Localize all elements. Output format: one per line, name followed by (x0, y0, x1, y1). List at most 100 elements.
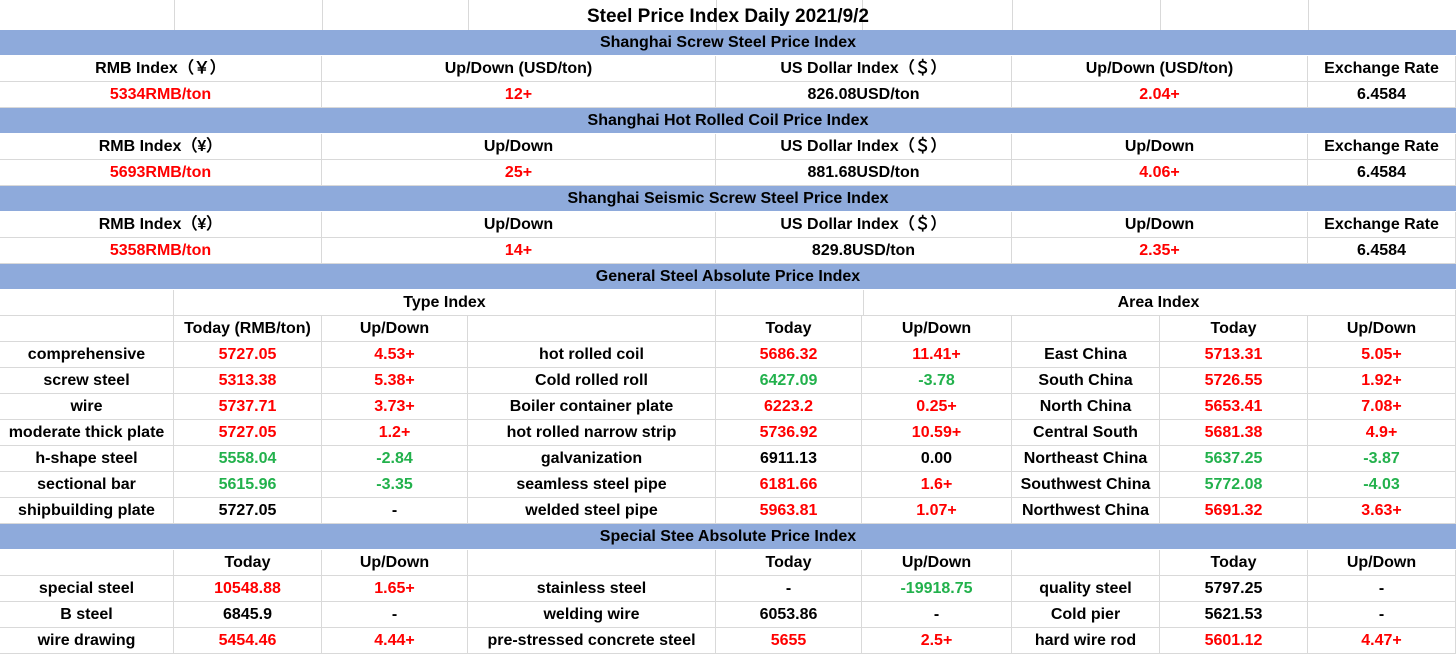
up-down-usd-header: Up/Down (1012, 212, 1308, 238)
today-value: 6845.9 (174, 602, 322, 628)
item-name: Boiler container plate (468, 394, 716, 420)
area-name: hard wire rod (1012, 628, 1160, 654)
rmb-index-header: RMB Index（￥） (0, 56, 322, 82)
up-down-value: - (862, 602, 1012, 628)
grid-line (174, 0, 175, 30)
area-index-label: Area Index (862, 290, 1456, 316)
usd-index-header: US Dollar Index（＄） (716, 212, 1012, 238)
up-down-value: -3.87 (1308, 446, 1456, 472)
type-index-label: Type Index (174, 290, 716, 316)
up-down-rmb-header: Up/Down (322, 212, 716, 238)
up-down-value: 2.5+ (862, 628, 1012, 654)
up-down-value: -3.35 (322, 472, 468, 498)
exchange-rate-header: Exchange Rate (1308, 56, 1456, 82)
column-header: Today (RMB/ton) (174, 316, 322, 342)
item-name: galvanization (468, 446, 716, 472)
table-row: special steel 10548.88 1.65+ stainless stee… (0, 576, 1456, 602)
column-header: Up/Down (1308, 316, 1456, 342)
up-down-value: 4.53+ (322, 342, 468, 368)
table-row: comprehensive 5727.05 4.53+ hot rolled coil… (0, 342, 1456, 368)
today-value: 5736.92 (716, 420, 862, 446)
section-title: Shanghai Seismic Screw Steel Price Index (0, 186, 1456, 212)
item-name: stainless steel (468, 576, 716, 602)
column-header: Up/Down (322, 550, 468, 576)
column-header: Up/Down (1308, 550, 1456, 576)
today-value: 5655 (716, 628, 862, 654)
today-value: 6911.13 (716, 446, 862, 472)
today-value: 6181.66 (716, 472, 862, 498)
exchange-rate-value: 6.4584 (1308, 82, 1456, 108)
sheet-title: Steel Price Index Daily 2021/9/2 (586, 6, 869, 27)
today-value: 5653.41 (1160, 394, 1308, 420)
item-name: hot rolled narrow strip (468, 420, 716, 446)
up-down-value: 1.2+ (322, 420, 468, 446)
today-value: 6053.86 (716, 602, 862, 628)
up-down-value: -19918.75 (862, 576, 1012, 602)
up-down-value: - (322, 498, 468, 524)
usd-index-value: 881.68USD/ton (716, 160, 1012, 186)
area-name: East China (1012, 342, 1160, 368)
item-name: pre-stressed concrete steel (468, 628, 716, 654)
today-value: 6223.2 (716, 394, 862, 420)
usd-index-value: 829.8USD/ton (716, 238, 1012, 264)
grid-line (1160, 0, 1161, 30)
grid-line (1012, 0, 1013, 30)
item-name: h-shape steel (0, 446, 174, 472)
column-header (1012, 316, 1160, 342)
up-down-value: 11.41+ (862, 342, 1012, 368)
table-row: wire 5737.71 3.73+ Boiler container plate 62… (0, 394, 1456, 420)
table-row: B steel 6845.9- welding wire 6053.86- Cold p… (0, 602, 1456, 628)
item-name: welding wire (468, 602, 716, 628)
grid-line (322, 0, 323, 30)
today-value: 5797.25 (1160, 576, 1308, 602)
today-value: 5615.96 (174, 472, 322, 498)
exchange-rate-value: 6.4584 (1308, 238, 1456, 264)
column-header: Today (1160, 550, 1308, 576)
up-down-rmb-value: 14+ (322, 238, 716, 264)
column-header: Up/Down (322, 316, 468, 342)
exchange-rate-value: 6.4584 (1308, 160, 1456, 186)
area-name: North China (1012, 394, 1160, 420)
item-name: wire (0, 394, 174, 420)
section-header-row: RMB Index（￥） Up/Down (USD/ton) US Dollar I… (0, 56, 1456, 82)
area-name: Southwest China (1012, 472, 1160, 498)
up-down-value: 0.25+ (862, 394, 1012, 420)
grid-line (716, 0, 717, 30)
grid-line (1308, 0, 1309, 30)
up-down-rmb-value: 25+ (322, 160, 716, 186)
today-value: 5726.55 (1160, 368, 1308, 394)
column-header (468, 550, 716, 576)
usd-index-header: US Dollar Index（＄） (716, 134, 1012, 160)
section-value-row: 5334RMB/ton 12+ 826.08USD/ton 2.04+ 6.4584 (0, 82, 1456, 108)
rmb-index-header: RMB Index（¥） (0, 134, 322, 160)
blank-cell (716, 290, 864, 316)
up-down-usd-value: 2.35+ (1012, 238, 1308, 264)
today-value: 5691.32 (1160, 498, 1308, 524)
today-value: 5713.31 (1160, 342, 1308, 368)
up-down-value: 0.00 (862, 446, 1012, 472)
today-value: 5637.25 (1160, 446, 1308, 472)
today-value: 10548.88 (174, 576, 322, 602)
up-down-value: 4.9+ (1308, 420, 1456, 446)
item-name: welded steel pipe (468, 498, 716, 524)
item-name: seamless steel pipe (468, 472, 716, 498)
column-header (1012, 550, 1160, 576)
area-name: Northeast China (1012, 446, 1160, 472)
column-header (0, 316, 174, 342)
up-down-value: 3.63+ (1308, 498, 1456, 524)
today-value: 5727.05 (174, 342, 322, 368)
column-header (0, 550, 174, 576)
rmb-index-value: 5334RMB/ton (0, 82, 322, 108)
up-down-usd-value: 2.04+ (1012, 82, 1308, 108)
area-name: Cold pier (1012, 602, 1160, 628)
up-down-value: 1.65+ (322, 576, 468, 602)
item-name: sectional bar (0, 472, 174, 498)
up-down-value: -3.78 (862, 368, 1012, 394)
column-header: Up/Down (862, 316, 1012, 342)
column-header: Today (1160, 316, 1308, 342)
index-group-row: Type Index Area Index (0, 290, 1456, 316)
column-header: Today (716, 316, 862, 342)
rmb-index-value: 5358RMB/ton (0, 238, 322, 264)
section-value-row: 5693RMB/ton 25+ 881.68USD/ton 4.06+ 6.4584 (0, 160, 1456, 186)
up-down-value: 1.6+ (862, 472, 1012, 498)
